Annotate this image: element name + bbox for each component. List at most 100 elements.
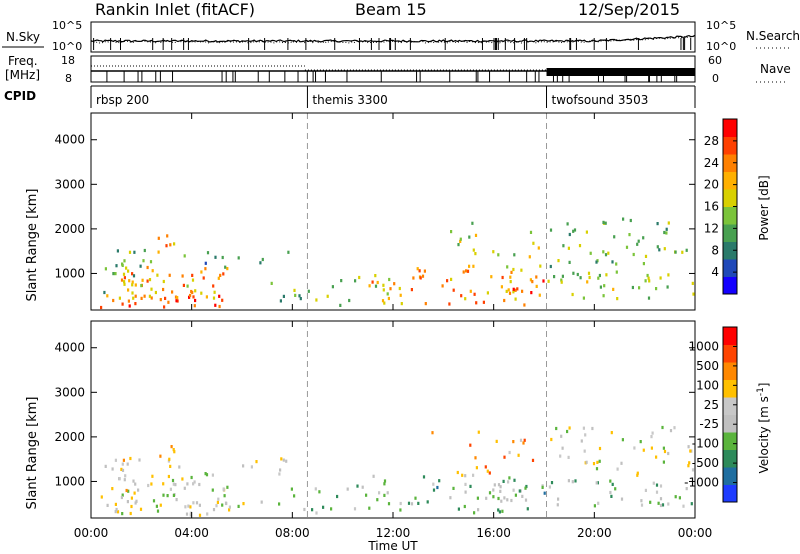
data-cell bbox=[495, 439, 498, 443]
data-cell bbox=[512, 440, 515, 444]
data-cell bbox=[169, 464, 172, 468]
data-cell bbox=[169, 243, 172, 247]
data-cell bbox=[150, 296, 153, 300]
data-cell bbox=[157, 250, 160, 254]
data-cell bbox=[647, 296, 651, 300]
data-cell bbox=[462, 270, 465, 274]
data-cell bbox=[368, 506, 371, 510]
data-cell bbox=[574, 479, 577, 483]
data-cell bbox=[172, 448, 175, 452]
data-cell bbox=[387, 296, 390, 301]
data-cell bbox=[469, 484, 472, 488]
station-title: Rankin Inlet (fitACF) bbox=[95, 0, 255, 19]
data-cell bbox=[255, 460, 258, 464]
data-cell bbox=[128, 279, 131, 283]
data-cell bbox=[190, 475, 193, 480]
data-cell bbox=[524, 486, 527, 490]
data-cell bbox=[150, 287, 153, 291]
colorbar-swatch bbox=[723, 241, 737, 260]
data-cell bbox=[152, 499, 156, 503]
data-cell bbox=[609, 479, 612, 483]
data-cell bbox=[513, 478, 516, 482]
data-cell bbox=[666, 285, 669, 289]
y-tick-label: 2000 bbox=[54, 222, 85, 236]
data-cell bbox=[667, 273, 670, 277]
data-cell bbox=[293, 494, 296, 498]
data-cell bbox=[595, 481, 598, 485]
data-cell bbox=[387, 502, 391, 506]
data-cell bbox=[650, 446, 653, 450]
data-cell bbox=[190, 289, 193, 294]
data-cell bbox=[139, 507, 143, 511]
data-cell bbox=[512, 267, 515, 272]
data-cell bbox=[162, 279, 165, 284]
data-cell bbox=[198, 482, 201, 487]
noise-right-label: N.Search bbox=[746, 29, 800, 43]
data-cell bbox=[163, 305, 166, 309]
data-cell bbox=[165, 244, 168, 248]
data-cell bbox=[140, 296, 143, 300]
data-cell bbox=[176, 299, 179, 303]
data-cell bbox=[472, 248, 475, 252]
data-cell bbox=[642, 448, 645, 452]
data-cell bbox=[678, 496, 681, 500]
data-cell bbox=[690, 502, 693, 506]
data-cell bbox=[488, 471, 491, 475]
colorbar-tick-label: 16 bbox=[704, 200, 719, 214]
data-cell bbox=[685, 487, 688, 491]
data-cell bbox=[571, 480, 574, 484]
data-cell bbox=[183, 254, 186, 258]
data-cell bbox=[560, 434, 563, 438]
data-cell bbox=[123, 478, 126, 482]
data-cell bbox=[516, 287, 519, 291]
data-cell bbox=[525, 484, 528, 489]
data-cell bbox=[143, 294, 146, 298]
data-cell bbox=[604, 253, 608, 257]
data-cell bbox=[486, 291, 489, 295]
data-cell bbox=[331, 285, 334, 289]
data-cell bbox=[192, 295, 195, 299]
data-cell bbox=[100, 495, 103, 499]
data-cell bbox=[639, 440, 642, 444]
data-cell bbox=[557, 259, 560, 263]
data-cell bbox=[121, 462, 124, 466]
data-cell bbox=[655, 455, 658, 459]
data-cell bbox=[282, 294, 285, 298]
data-cell bbox=[493, 483, 496, 487]
data-cell bbox=[597, 501, 600, 505]
data-cell bbox=[602, 294, 605, 298]
data-cell bbox=[376, 280, 379, 285]
data-cell bbox=[192, 501, 195, 505]
data-cell bbox=[123, 259, 126, 263]
data-cell bbox=[501, 509, 504, 513]
freq-right-tick-top: 60 bbox=[708, 54, 722, 67]
data-cell bbox=[514, 288, 517, 292]
data-cell bbox=[431, 431, 434, 435]
data-cell bbox=[607, 251, 610, 255]
data-cell bbox=[315, 511, 318, 515]
data-cell bbox=[226, 267, 229, 271]
colorbar-swatch bbox=[723, 327, 737, 345]
colorbar-swatch bbox=[723, 467, 737, 485]
data-cell bbox=[663, 449, 667, 454]
data-cell bbox=[657, 501, 660, 505]
data-cell bbox=[512, 287, 515, 291]
data-cell bbox=[579, 276, 582, 280]
colorbar-tick-label: 4 bbox=[711, 265, 719, 279]
data-cell bbox=[512, 290, 515, 294]
data-cell bbox=[472, 264, 475, 268]
data-cell bbox=[650, 435, 653, 439]
data-cell bbox=[464, 297, 467, 301]
data-cell bbox=[381, 299, 385, 303]
data-cell bbox=[582, 296, 585, 300]
data-cell bbox=[567, 479, 570, 483]
data-cell bbox=[468, 264, 471, 268]
data-cell bbox=[225, 501, 228, 506]
x-axis-label: Time UT bbox=[367, 539, 418, 553]
data-cell bbox=[655, 490, 659, 494]
data-cell bbox=[125, 266, 128, 270]
data-cell bbox=[535, 275, 538, 279]
data-cell bbox=[130, 496, 133, 500]
data-cell bbox=[124, 474, 127, 478]
data-cell bbox=[572, 229, 575, 233]
